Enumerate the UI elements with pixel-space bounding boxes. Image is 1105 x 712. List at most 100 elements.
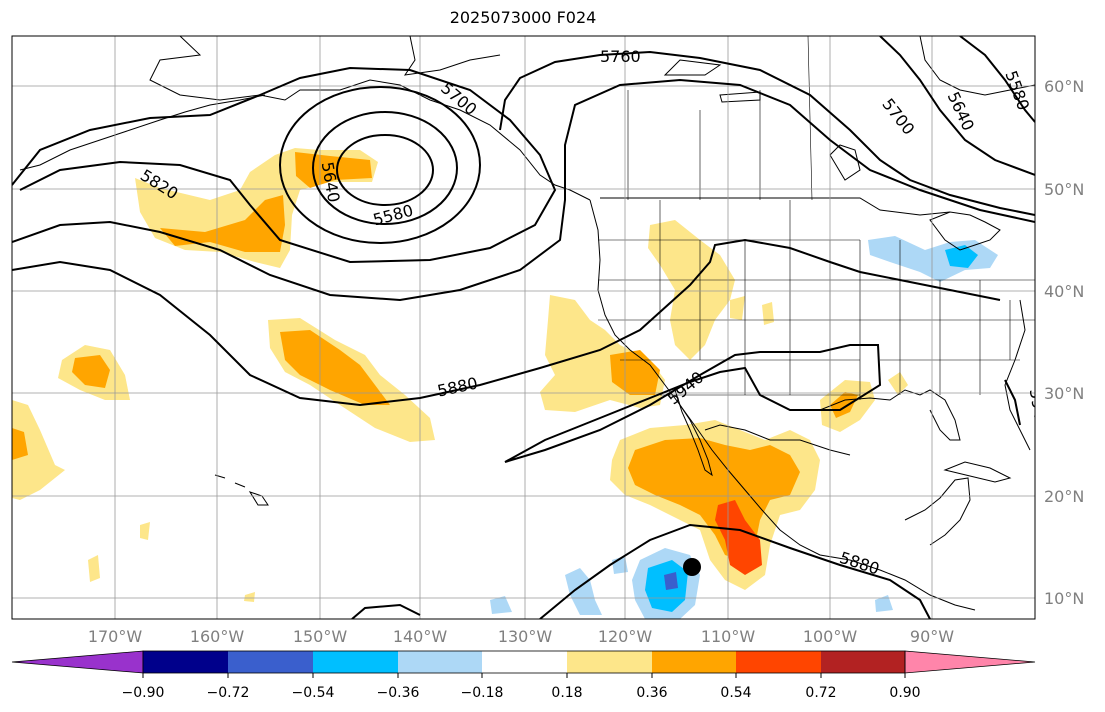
contour-5580-outer [312,111,458,225]
east-coast [1004,299,1031,451]
lon-label: 110°W [701,627,756,646]
latitude-labels: 60°N 50°N 40°N 30°N 20°N 10°N [1044,77,1084,608]
negative-anomaly-shading [490,236,998,619]
yucatan-coast [904,477,971,546]
hudson-area [919,36,1035,96]
map-frame [11,35,1036,620]
colorbar-segment [228,651,313,673]
shade-central-pacific-mid [280,330,390,405]
shade-gulf-alaska-mid [160,195,285,252]
lat-label: 60°N [1044,77,1084,96]
contour-5700-low [12,66,557,264]
gulf-coast [800,389,961,441]
shade-west-edge [12,400,65,500]
contour-east-5580 [959,36,1035,123]
lon-label: 130°W [498,627,553,646]
lon-label: 90°W [910,627,954,646]
shade-west-pacific-mid [72,355,110,388]
colorbar-segment [821,651,905,673]
lon-label: 140°W [393,627,448,646]
colorbar-segment [652,651,736,673]
colorbar-right-extend [904,650,1036,674]
positive-anomaly-shading [12,148,908,602]
lon-label: 120°W [598,627,653,646]
shade-east-pacific-neg-high [664,572,678,590]
shade-great-lakes-neg-mid [945,245,978,268]
colorbar-segment [567,651,652,673]
lat-label: 50°N [1044,180,1084,199]
aleutian-chain [19,94,266,171]
lon-label: 100°W [803,627,858,646]
contour-5820 [12,78,1035,302]
height-contours [12,36,1035,619]
lat-lon-grid [12,36,1035,619]
colorbar-outline [142,650,906,674]
colorbar-tick-label: 0.36 [636,685,667,701]
colorbar-tick-labels: −0.90 −0.72 −0.54 −0.36 −0.18 0.18 0.36 … [122,685,921,701]
lat-label: 20°N [1044,487,1084,506]
colorbar-tick-label: 0.54 [720,685,751,701]
colorbar-tick-label: −0.72 [207,685,250,701]
contour-east-5640 [879,36,1035,176]
colorbar-segment [736,651,821,673]
shade-pacific-small-b [88,555,100,582]
colorbar-tick-label: −0.90 [122,685,165,701]
colorbar-tick-label: −0.54 [292,685,335,701]
lat-label: 30°N [1044,384,1084,403]
alaska-coast [149,36,591,201]
contour-5640-low [279,86,481,244]
contour-small-bottom [351,603,421,619]
shade-west-edge-mid [12,428,28,460]
shade-neg-small-b [490,596,512,614]
contour-label: 5940 [1026,387,1052,430]
contour-5580-inner [336,134,434,206]
great-lakes [929,211,1001,251]
lon-label: 160°W [190,627,245,646]
shade-gulf-coast-mid [830,392,858,418]
shade-utah-small [730,296,745,320]
political-borders [598,36,1035,400]
colorbar-segment [313,651,398,673]
baja-california [674,389,713,477]
lon-label: 150°W [293,627,348,646]
colorbar-tick-label: 0.72 [805,685,836,701]
shade-nevada-small [762,302,774,325]
cuba-outline [943,461,1012,483]
coastlines [19,36,1035,611]
colorbar-ticks [142,673,906,678]
colorbar-left-extend [11,650,144,674]
contour-label: 5760 [600,47,641,66]
lat-label: 10°N [1044,589,1084,608]
lat-label: 40°N [1044,282,1084,301]
contour-5760 [499,50,1035,216]
shade-pacific-small-a [140,522,150,540]
shade-rockies [648,220,735,360]
colorbar: −0.90 −0.72 −0.54 −0.36 −0.18 0.18 0.36 … [11,650,1036,701]
colorbar-segment [482,651,567,673]
shade-neg-small-a [565,568,602,615]
colorbar-tick-label: 0.90 [889,685,920,701]
contour-5880 [12,238,1001,407]
contour-5940 [504,344,882,463]
shade-baja-west-mexico-mid [628,438,800,560]
canada-north-coast [403,36,722,76]
contour-5880-south [539,523,931,619]
colorbar-tick-label: −0.36 [377,685,420,701]
shade-pacific-small-c [244,592,255,602]
map-area: 5760 5700 5640 5580 5580 5640 5700 5820 … [12,36,1052,619]
colorbar-tick-label: −0.18 [461,685,504,701]
longitude-labels: 170°W 160°W 150°W 140°W 130°W 120°W 110°… [88,627,954,646]
shade-southeast [888,372,908,395]
lon-label: 170°W [88,627,143,646]
shade-west-mexico-high [715,500,762,575]
contour-east-5940 [1004,379,1021,426]
colorbar-tick-label: 0.18 [551,685,582,701]
west-coast-na [589,199,976,611]
colorbar-segment [143,651,228,673]
shade-california-mid [610,350,660,395]
map-title: 2025073000 F024 [449,8,597,27]
shade-neg-small-c [875,595,893,612]
colorbar-segment [398,651,482,673]
storm-center-marker [683,558,701,576]
